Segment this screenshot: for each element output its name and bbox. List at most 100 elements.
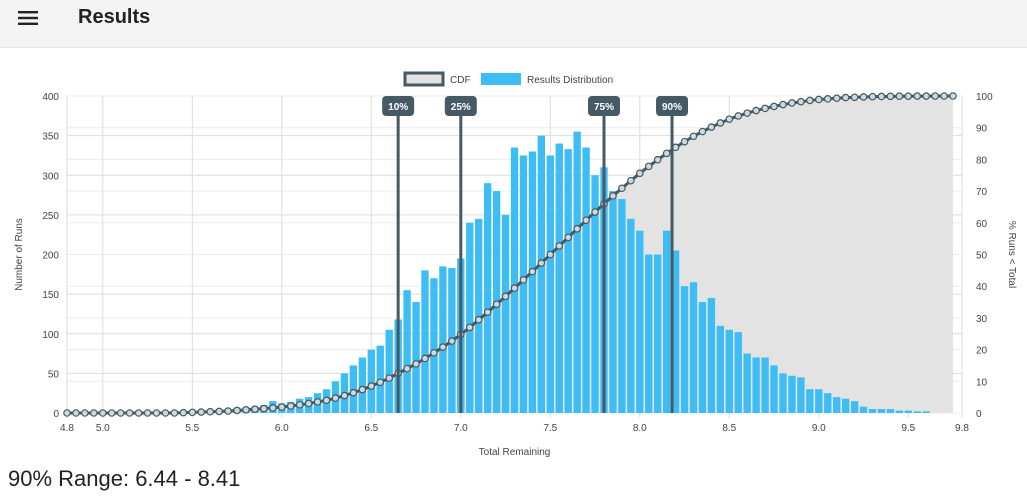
distribution-bar <box>358 357 367 413</box>
cdf-point <box>81 409 89 417</box>
cdf-point <box>134 409 143 417</box>
distribution-bar <box>743 353 751 413</box>
y-right-tick-label: 50 <box>976 251 988 262</box>
x-tick-label: 4.8 <box>60 423 74 434</box>
cdf-point <box>313 398 322 406</box>
distribution-bar <box>618 199 626 413</box>
cdf-point <box>295 400 304 409</box>
cdf-point <box>546 250 555 259</box>
distribution-bar <box>645 254 653 413</box>
y-left-tick-label: 350 <box>42 132 59 143</box>
cdf-point <box>412 360 420 368</box>
y-right-tick-label: 40 <box>976 282 988 293</box>
cdf-point <box>689 132 698 141</box>
cdf-point <box>188 408 197 417</box>
x-tick-label: 7.0 <box>454 423 468 434</box>
y-right-tick-label: 30 <box>976 314 988 325</box>
y-left-tick-label: 150 <box>42 290 59 301</box>
cdf-point <box>465 323 474 332</box>
cdf-point <box>635 169 644 178</box>
menu-button[interactable] <box>10 4 46 32</box>
cdf-point <box>582 216 590 225</box>
distribution-bar <box>886 409 895 413</box>
x-tick-label: 5.0 <box>96 423 110 434</box>
cdf-point <box>528 267 537 276</box>
cdf-point <box>439 343 447 351</box>
percentile-label: 25% <box>451 102 471 113</box>
distribution-bar <box>815 389 823 413</box>
distribution-bar <box>877 409 886 413</box>
cdf-line <box>67 94 954 415</box>
x-tick-label: 7.5 <box>543 423 557 434</box>
cdf-point <box>913 92 922 100</box>
cdf-point <box>743 109 752 117</box>
distribution-bar <box>680 286 689 413</box>
cdf-point <box>537 259 546 267</box>
cdf-point <box>260 404 268 413</box>
distribution-bar <box>698 302 707 413</box>
distribution-bar <box>519 155 528 413</box>
y-left-axis-title: Number of Runs <box>14 218 25 291</box>
percentile-label: 75% <box>594 102 614 113</box>
percentile-label-box <box>656 96 689 116</box>
cdf-point <box>99 409 107 417</box>
distribution-bar <box>537 135 546 413</box>
cdf-point <box>519 276 528 284</box>
distribution-bar <box>385 329 393 413</box>
app-bar: Results <box>0 0 1027 48</box>
x-tick-label: 5.5 <box>185 423 199 434</box>
y-right-tick-label: 60 <box>976 219 988 230</box>
distribution-bar <box>466 222 474 413</box>
cdf-point <box>734 112 743 120</box>
x-tick-label: 6.5 <box>364 423 378 434</box>
cdf-point <box>197 408 206 416</box>
distribution-bar <box>797 377 805 413</box>
distribution-bar <box>734 332 742 413</box>
cdf-point <box>376 378 385 387</box>
distribution-bar <box>510 147 519 413</box>
distribution-bar <box>501 214 510 413</box>
y-right-tick-label: 70 <box>976 187 988 198</box>
distribution-bar <box>833 397 841 413</box>
cdf-point <box>806 96 814 105</box>
cdf-point <box>322 396 331 405</box>
y-right-tick-label: 80 <box>976 155 988 166</box>
cdf-point <box>591 208 599 216</box>
hamburger-menu-icon <box>18 11 38 25</box>
cdf-point <box>779 100 787 109</box>
cdf-point <box>403 364 411 373</box>
cdf-point <box>931 92 939 100</box>
cdf-point <box>949 92 957 100</box>
x-tick-label: 9.5 <box>901 423 915 434</box>
percentile-label-box <box>444 96 477 116</box>
distribution-bar <box>627 218 635 413</box>
distribution-bar <box>859 406 868 413</box>
cdf-point <box>653 155 662 164</box>
distribution-bar <box>716 325 725 413</box>
cdf-point <box>421 354 429 363</box>
cdf-point <box>609 192 617 200</box>
cdf-point <box>242 406 250 414</box>
results-chart: 10% 25% 75% 90% 0 50 100 150 200 250 300 350 400 0 10 2… <box>14 71 1017 458</box>
cdf-point <box>761 104 769 113</box>
cdf-point <box>922 92 931 100</box>
cdf-point <box>224 407 232 415</box>
cdf-point <box>841 93 850 102</box>
cdf-point <box>823 95 832 103</box>
x-tick-label: 9.0 <box>812 423 826 434</box>
cdf-point <box>627 176 635 185</box>
y-left-tick-label: 0 <box>53 409 59 420</box>
cdf-point <box>63 409 71 417</box>
distribution-bar <box>591 175 599 413</box>
legend-bars-swatch <box>481 73 521 85</box>
distribution-bar <box>483 183 492 413</box>
distribution-bar <box>564 149 572 413</box>
cdf-point <box>179 408 188 417</box>
x-tick-label: 6.0 <box>275 423 289 434</box>
legend-bars-label: Results Distribution <box>527 75 613 86</box>
cdf-point <box>286 402 295 410</box>
cdf-point <box>725 115 734 123</box>
cdf-point <box>707 123 716 131</box>
distribution-bar <box>895 410 904 413</box>
cdf-point <box>107 409 116 417</box>
